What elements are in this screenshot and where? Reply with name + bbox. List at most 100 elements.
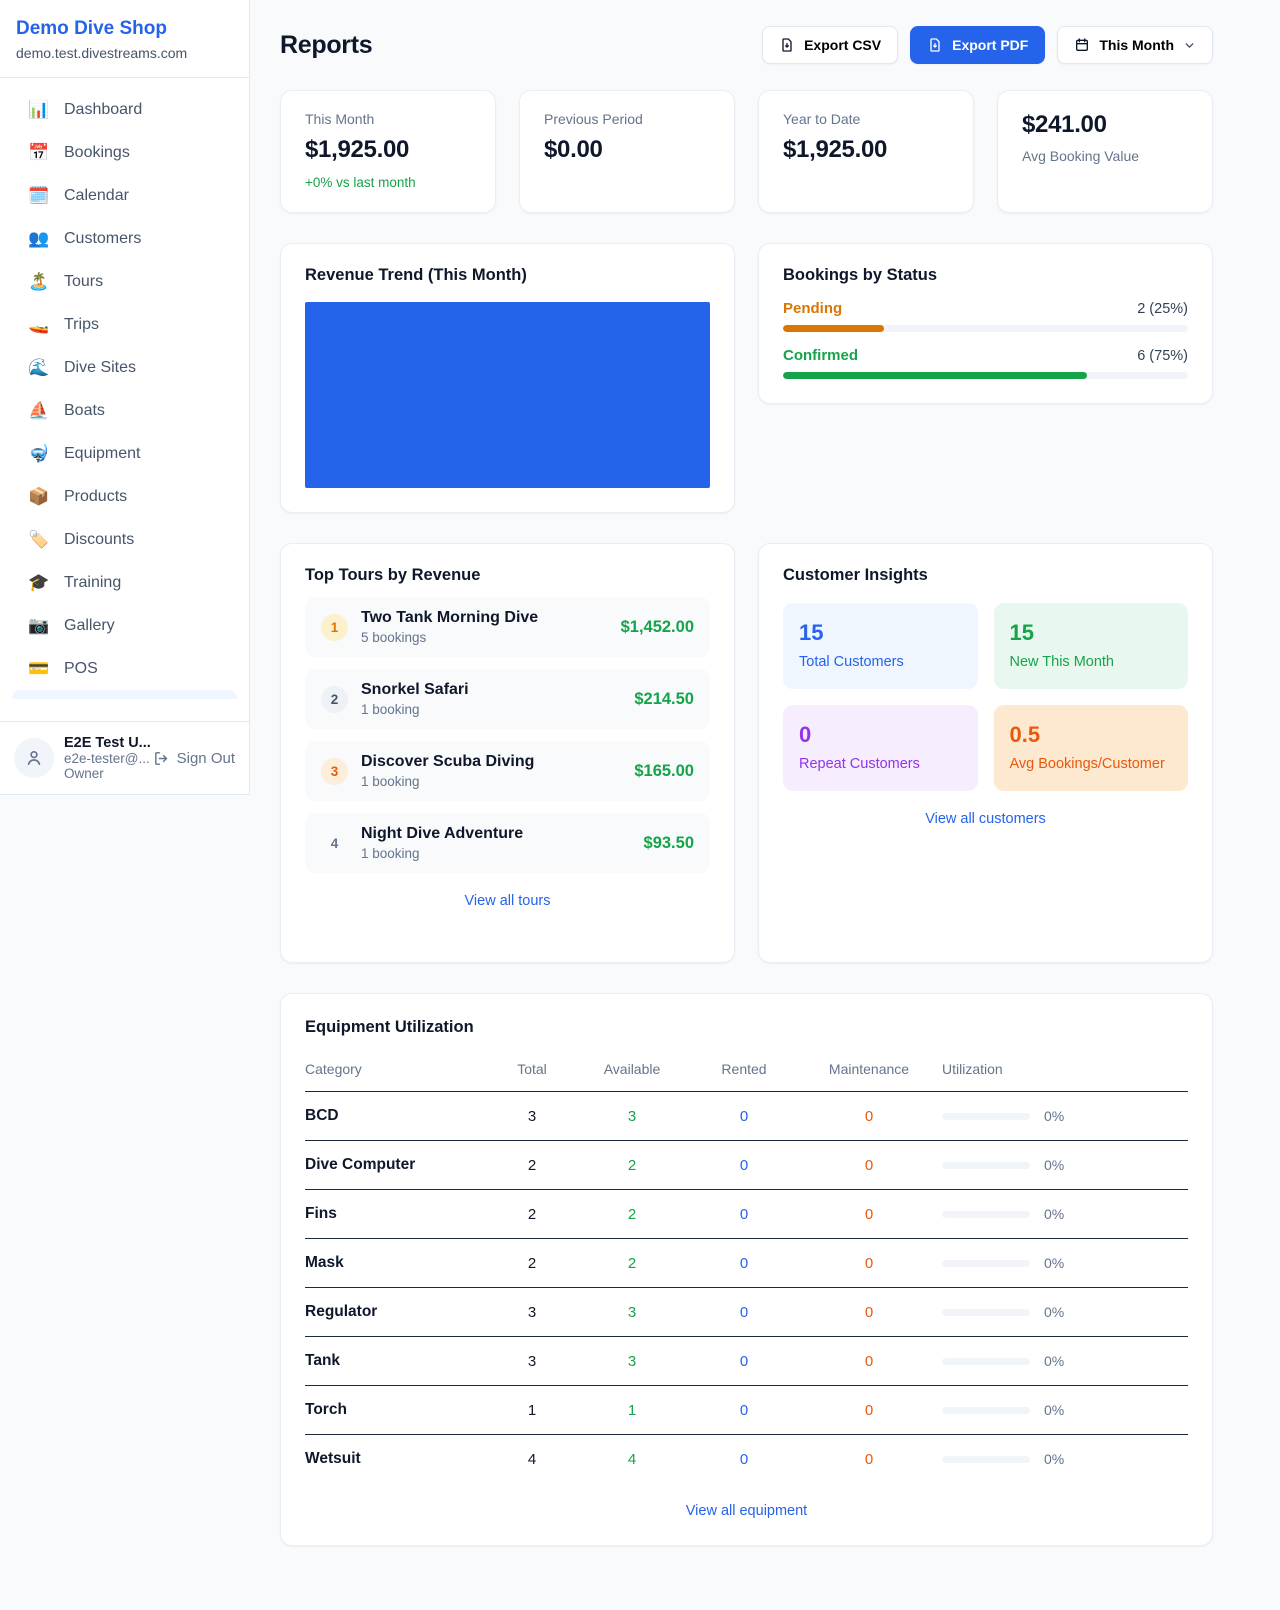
credit-card-icon: 💳	[28, 658, 50, 678]
cell-rented: 0	[739, 1156, 749, 1174]
utilization-percent: 0%	[1044, 1108, 1065, 1124]
stat-delta: +0% vs last month	[305, 175, 416, 190]
sign-out-button[interactable]: Sign Out	[153, 750, 235, 767]
cell-available: 3	[627, 1107, 637, 1125]
sidebar-item-boats[interactable]: ⛵ Boats	[12, 389, 237, 432]
view-all-equipment-link[interactable]: View all equipment	[685, 1503, 808, 1519]
tour-name: Two Tank Morning Dive	[361, 609, 539, 626]
status-bar-track	[783, 372, 1188, 379]
tour-bookings: 1 booking	[361, 846, 420, 861]
export-pdf-button[interactable]: Export PDF	[910, 26, 1046, 64]
sidebar-item-label: Boats	[64, 401, 105, 419]
cell-total: 3	[527, 1107, 537, 1125]
customer-insights-card: Customer Insights 15 Total Customers 15 …	[758, 543, 1213, 963]
table-row: Regulator 3 3 0 0 0%	[305, 1288, 1188, 1337]
cell-category: BCD	[305, 1107, 339, 1124]
user-role: Owner	[64, 766, 104, 781]
status-label: Confirmed	[783, 347, 858, 364]
camera-icon: 📷	[28, 615, 50, 635]
table-row: Fins 2 2 0 0 0%	[305, 1190, 1188, 1239]
insight-tile-total-customers: 15 Total Customers	[783, 603, 978, 689]
sidebar-item-calendar[interactable]: 🗓️ Calendar	[12, 174, 237, 217]
sidebar-item-pos[interactable]: 💳 POS	[12, 647, 237, 690]
cell-total: 2	[527, 1205, 537, 1223]
tour-row: 2 Snorkel Safari 1 booking $214.50	[305, 669, 710, 729]
sidebar-item-reports-partial[interactable]	[12, 690, 237, 699]
sidebar-item-customers[interactable]: 👥 Customers	[12, 217, 237, 260]
view-all-tours-link[interactable]: View all tours	[464, 893, 551, 909]
sidebar-item-products[interactable]: 📦 Products	[12, 475, 237, 518]
rank-badge: 2	[321, 685, 348, 713]
insight-value: 0	[799, 722, 812, 747]
sidebar-item-dashboard[interactable]: 📊 Dashboard	[12, 88, 237, 131]
shop-domain: demo.test.divestreams.com	[16, 45, 188, 61]
insight-value: 15	[799, 620, 824, 645]
cell-category: Regulator	[305, 1303, 378, 1320]
sidebar-item-bookings[interactable]: 📅 Bookings	[12, 131, 237, 174]
sidebar-item-label: Discounts	[64, 530, 135, 548]
sidebar-item-label: POS	[64, 659, 98, 677]
cell-category: Wetsuit	[305, 1450, 361, 1467]
cell-available: 2	[627, 1156, 637, 1174]
utilization-bar	[942, 1455, 1030, 1463]
rank-badge: 1	[321, 613, 348, 641]
calendar-icon	[1076, 38, 1089, 51]
cell-available: 1	[627, 1401, 637, 1419]
sidebar-item-gallery[interactable]: 📷 Gallery	[12, 604, 237, 647]
stat-value: $1,925.00	[305, 136, 410, 163]
package-icon: 📦	[28, 486, 50, 506]
sidebar-item-dive-sites[interactable]: 🌊 Dive Sites	[12, 346, 237, 389]
shop-name: Demo Dive Shop	[16, 18, 167, 39]
utilization-percent: 0%	[1044, 1206, 1065, 1222]
export-pdf-label: Export PDF	[952, 37, 1029, 53]
cell-maintenance: 0	[864, 1156, 874, 1174]
sidebar-item-label: Calendar	[64, 186, 129, 204]
stat-value: $241.00	[1022, 111, 1107, 138]
cell-maintenance: 0	[864, 1352, 874, 1370]
bookings-by-status-card: Bookings by Status Pending 2 (25%) Confi…	[758, 243, 1213, 404]
export-csv-button[interactable]: Export CSV	[762, 26, 899, 64]
chevron-down-icon	[1185, 42, 1194, 48]
sidebar-item-discounts[interactable]: 🏷️ Discounts	[12, 518, 237, 561]
column-header-available: Available	[603, 1061, 661, 1077]
file-download-icon	[930, 38, 940, 52]
sidebar-item-label: Dive Sites	[64, 358, 137, 376]
utilization-bar	[942, 1259, 1030, 1267]
stat-label: Avg Booking Value	[1022, 148, 1140, 164]
cell-category: Dive Computer	[305, 1156, 416, 1173]
cell-maintenance: 0	[864, 1254, 874, 1272]
stat-card-avg-booking-value: $241.00 Avg Booking Value	[997, 90, 1213, 213]
insight-value: 15	[1009, 620, 1034, 645]
sidebar-item-tours[interactable]: 🏝️ Tours	[12, 260, 237, 303]
sidebar-item-label: Dashboard	[64, 100, 143, 118]
cell-maintenance: 0	[864, 1450, 874, 1468]
sidebar-item-training[interactable]: 🎓 Training	[12, 561, 237, 604]
customer-insights-title: Customer Insights	[783, 566, 928, 584]
stat-label: Year to Date	[783, 111, 861, 127]
equipment-utilization-card: Equipment Utilization Category Total Ava…	[280, 993, 1213, 1546]
person-icon	[27, 750, 41, 765]
sidebar-item-trips[interactable]: 🚤 Trips	[12, 303, 237, 346]
top-tours-card: Top Tours by Revenue 1 Two Tank Morning …	[280, 543, 735, 963]
cell-rented: 0	[739, 1401, 749, 1419]
utilization-percent: 0%	[1044, 1304, 1065, 1320]
utilization-bar	[942, 1357, 1030, 1365]
stat-value: $0.00	[544, 136, 603, 163]
sidebar-header: Demo Dive Shop demo.test.divestreams.com	[0, 0, 249, 78]
island-icon: 🏝️	[28, 271, 50, 291]
main-content: Reports Export CSV Export PDF This Month	[250, 0, 1280, 1586]
view-all-customers-link[interactable]: View all customers	[925, 811, 1046, 827]
sidebar-item-label: Equipment	[64, 444, 141, 462]
sailboat-icon: ⛵	[28, 400, 50, 420]
utilization-bar	[942, 1161, 1030, 1169]
status-bar-fill	[783, 372, 1087, 379]
tag-icon: 🏷️	[28, 529, 50, 549]
column-header-utilization: Utilization	[942, 1061, 1003, 1077]
cell-category: Mask	[305, 1254, 344, 1271]
insight-label: Repeat Customers	[799, 756, 920, 772]
cell-maintenance: 0	[864, 1401, 874, 1419]
insight-tile-new-this-month: 15 New This Month	[993, 603, 1188, 689]
sidebar-item-equipment[interactable]: 🤿 Equipment	[12, 432, 237, 475]
period-select[interactable]: This Month	[1057, 26, 1213, 64]
stat-label: This Month	[305, 111, 375, 127]
